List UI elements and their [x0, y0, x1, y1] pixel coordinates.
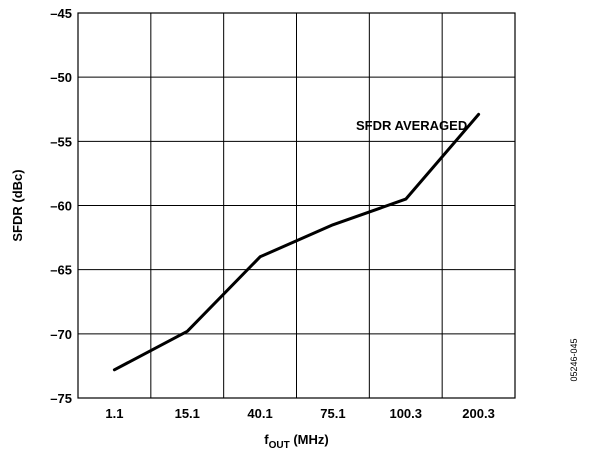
x-tick-label: 100.3 — [389, 406, 422, 421]
y-tick-label: –55 — [50, 134, 72, 149]
grid-lines — [78, 13, 515, 398]
figure-id: 05246-045 — [569, 338, 579, 381]
x-tick-label: 75.1 — [320, 406, 345, 421]
y-tick-label: –60 — [50, 199, 72, 214]
x-tick-labels: 1.1 15.1 40.1 75.1 100.3 200.3 — [105, 406, 494, 421]
y-tick-label: –45 — [50, 6, 72, 21]
x-axis-label-main: f — [264, 432, 269, 447]
x-tick-label: 200.3 — [462, 406, 495, 421]
x-tick-label: 40.1 — [247, 406, 272, 421]
x-axis-label: fOUT (MHz) — [264, 432, 328, 451]
y-axis-label: SFDR (dBc) — [10, 169, 25, 241]
sfdr-averaged-line — [112, 112, 481, 372]
y-tick-label: –65 — [50, 263, 72, 278]
x-axis-label-units: (MHz) — [290, 432, 329, 447]
sfdr-averaged-annotation: SFDR AVERAGED — [356, 118, 467, 133]
x-tick-label: 15.1 — [175, 406, 200, 421]
plot-frame — [77, 12, 516, 399]
y-tick-labels: –45 –50 –55 –60 –65 –70 –75 — [50, 6, 72, 406]
x-tick-label: 1.1 — [105, 406, 123, 421]
x-axis-label-subscript: OUT — [269, 440, 290, 451]
y-tick-label: –75 — [50, 391, 72, 406]
y-tick-label: –50 — [50, 70, 72, 85]
y-tick-label: –70 — [50, 327, 72, 342]
